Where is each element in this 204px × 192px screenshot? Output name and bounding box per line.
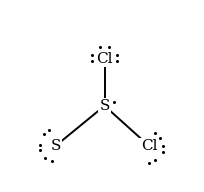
Text: S: S: [51, 139, 61, 153]
Text: Cl: Cl: [96, 51, 113, 65]
Text: S: S: [99, 99, 110, 113]
Text: Cl: Cl: [141, 139, 157, 153]
